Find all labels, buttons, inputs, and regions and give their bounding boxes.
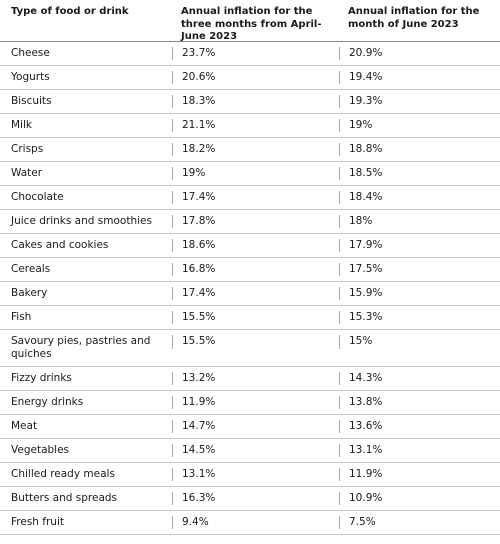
june-inflation-cell: 15.3% xyxy=(339,311,500,324)
table-row: Juice drinks and smoothies 17.8% 18% xyxy=(0,210,500,234)
header-three-month-inflation: Annual inflation for the three months fr… xyxy=(181,6,322,41)
food-type-cell: Savoury pies, pastries and quiches xyxy=(11,335,151,360)
food-type-cell: Fish xyxy=(11,311,32,323)
three-month-inflation-cell: 9.4% xyxy=(172,516,339,529)
table-row: Cakes and cookies 18.6% 17.9% xyxy=(0,234,500,258)
three-month-inflation-cell: 16.8% xyxy=(172,263,339,276)
table-row: Biscuits 18.3% 19.3% xyxy=(0,90,500,114)
june-inflation-cell: 19.4% xyxy=(339,71,500,84)
three-month-inflation-cell: 19% xyxy=(172,167,339,180)
header-food-type: Type of food or drink xyxy=(11,6,129,17)
june-inflation-cell: 14.3% xyxy=(339,372,500,385)
three-month-inflation-cell: 14.7% xyxy=(172,420,339,433)
three-month-inflation-cell: 17.4% xyxy=(172,191,339,204)
table-row: Cereals 16.8% 17.5% xyxy=(0,258,500,282)
table-row: Vegetables 14.5% 13.1% xyxy=(0,439,500,463)
header-june-inflation: Annual inflation for the month of June 2… xyxy=(348,6,480,30)
table-row: Fresh fruit 9.4% 7.5% xyxy=(0,511,500,535)
june-inflation-cell: 18% xyxy=(339,215,500,228)
june-inflation-cell: 15% xyxy=(339,335,500,349)
june-inflation-cell: 15.9% xyxy=(339,287,500,300)
three-month-inflation-cell: 15.5% xyxy=(172,311,339,324)
food-type-cell: Vegetables xyxy=(11,444,70,456)
food-type-cell: Butters and spreads xyxy=(11,492,118,504)
food-type-cell: Energy drinks xyxy=(11,396,84,408)
food-type-cell: Bakery xyxy=(11,287,48,299)
three-month-inflation-cell: 14.5% xyxy=(172,444,339,457)
table-row: Fizzy drinks 13.2% 14.3% xyxy=(0,367,500,391)
food-type-cell: Biscuits xyxy=(11,95,52,107)
food-type-cell: Cereals xyxy=(11,263,51,275)
three-month-inflation-cell: 20.6% xyxy=(172,71,339,84)
three-month-inflation-cell: 11.9% xyxy=(172,396,339,409)
table-row: Butters and spreads 16.3% 10.9% xyxy=(0,487,500,511)
food-type-cell: Juice drinks and smoothies xyxy=(11,215,152,227)
june-inflation-cell: 7.5% xyxy=(339,516,500,529)
table-row: Meat 14.7% 13.6% xyxy=(0,415,500,439)
three-month-inflation-cell: 18.3% xyxy=(172,95,339,108)
table-row: Yogurts 20.6% 19.4% xyxy=(0,66,500,90)
table-row: Energy drinks 11.9% 13.8% xyxy=(0,391,500,415)
table-header: Type of food or drink Annual inflation f… xyxy=(0,0,500,42)
table-row: Fish 15.5% 15.3% xyxy=(0,306,500,330)
june-inflation-cell: 19% xyxy=(339,119,500,132)
june-inflation-cell: 18.5% xyxy=(339,167,500,180)
table-row: Chilled ready meals 13.1% 11.9% xyxy=(0,463,500,487)
food-type-cell: Fresh fruit xyxy=(11,516,64,528)
food-type-cell: Yogurts xyxy=(11,71,50,83)
three-month-inflation-cell: 13.2% xyxy=(172,372,339,385)
three-month-inflation-cell: 18.2% xyxy=(172,143,339,156)
food-type-cell: Cakes and cookies xyxy=(11,239,109,251)
table-row: Bakery 17.4% 15.9% xyxy=(0,282,500,306)
three-month-inflation-cell: 15.5% xyxy=(172,335,339,349)
three-month-inflation-cell: 17.4% xyxy=(172,287,339,300)
three-month-inflation-cell: 23.7% xyxy=(172,47,339,60)
three-month-inflation-cell: 16.3% xyxy=(172,492,339,505)
food-type-cell: Crisps xyxy=(11,143,44,155)
food-type-cell: Chocolate xyxy=(11,191,64,203)
june-inflation-cell: 19.3% xyxy=(339,95,500,108)
three-month-inflation-cell: 17.8% xyxy=(172,215,339,228)
june-inflation-cell: 13.1% xyxy=(339,444,500,457)
june-inflation-cell: 18.8% xyxy=(339,143,500,156)
three-month-inflation-cell: 21.1% xyxy=(172,119,339,132)
table-row: Savoury pies, pastries and quiches 15.5% 1… xyxy=(0,330,500,367)
june-inflation-cell: 10.9% xyxy=(339,492,500,505)
june-inflation-cell: 20.9% xyxy=(339,47,500,60)
june-inflation-cell: 13.6% xyxy=(339,420,500,433)
june-inflation-cell: 18.4% xyxy=(339,191,500,204)
june-inflation-cell: 17.5% xyxy=(339,263,500,276)
food-type-cell: Milk xyxy=(11,119,32,131)
food-type-cell: Fizzy drinks xyxy=(11,372,72,384)
table-row: Crisps 18.2% 18.8% xyxy=(0,138,500,162)
three-month-inflation-cell: 18.6% xyxy=(172,239,339,252)
table-row: Chocolate 17.4% 18.4% xyxy=(0,186,500,210)
june-inflation-cell: 13.8% xyxy=(339,396,500,409)
food-type-cell: Meat xyxy=(11,420,38,432)
three-month-inflation-cell: 13.1% xyxy=(172,468,339,481)
table-row: Milk 21.1% 19% xyxy=(0,114,500,138)
food-type-cell: Chilled ready meals xyxy=(11,468,115,480)
table-row: Cheese 23.7% 20.9% xyxy=(0,42,500,66)
table-row: Water 19% 18.5% xyxy=(0,162,500,186)
june-inflation-cell: 11.9% xyxy=(339,468,500,481)
table-body: Cheese 23.7% 20.9% Yogurts 20.6% 19.4% Biscuit… xyxy=(0,42,500,535)
food-type-cell: Cheese xyxy=(11,47,50,59)
food-type-cell: Water xyxy=(11,167,43,179)
june-inflation-cell: 17.9% xyxy=(339,239,500,252)
